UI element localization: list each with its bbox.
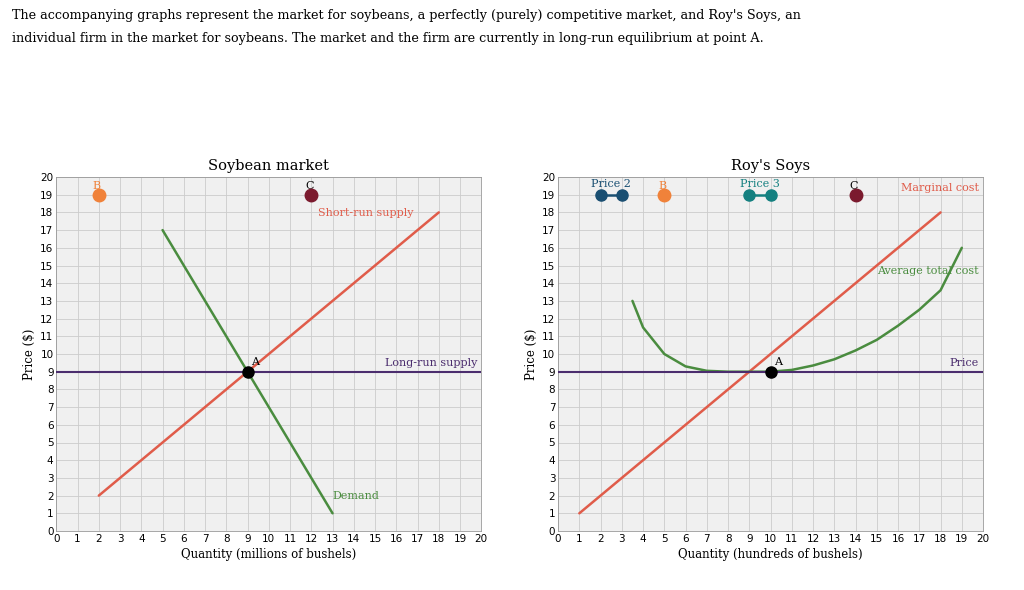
X-axis label: Quantity (hundreds of bushels): Quantity (hundreds of bushels) bbox=[678, 548, 863, 561]
Text: A: A bbox=[774, 356, 781, 366]
Text: Average total cost: Average total cost bbox=[878, 266, 979, 276]
Text: individual firm in the market for soybeans. The market and the firm are currentl: individual firm in the market for soybea… bbox=[12, 32, 764, 45]
Text: Price 3: Price 3 bbox=[740, 179, 780, 189]
Text: Marginal cost: Marginal cost bbox=[901, 183, 979, 193]
Text: B: B bbox=[92, 181, 100, 191]
Text: A: A bbox=[251, 356, 259, 366]
Text: Price 2: Price 2 bbox=[591, 179, 631, 189]
Title: Soybean market: Soybean market bbox=[208, 159, 330, 173]
Text: Short-run supply: Short-run supply bbox=[317, 208, 414, 218]
Text: Demand: Demand bbox=[333, 491, 380, 501]
Y-axis label: Price ($): Price ($) bbox=[24, 328, 36, 380]
Title: Roy's Soys: Roy's Soys bbox=[731, 159, 810, 173]
Text: Long-run supply: Long-run supply bbox=[385, 358, 477, 368]
X-axis label: Quantity (millions of bushels): Quantity (millions of bushels) bbox=[181, 548, 356, 561]
Text: Price: Price bbox=[949, 358, 979, 368]
Text: B: B bbox=[658, 181, 667, 191]
Text: The accompanying graphs represent the market for soybeans, a perfectly (purely) : The accompanying graphs represent the ma… bbox=[12, 9, 801, 22]
Y-axis label: Price ($): Price ($) bbox=[525, 328, 538, 380]
Text: C: C bbox=[849, 181, 858, 191]
Text: C: C bbox=[305, 181, 313, 191]
